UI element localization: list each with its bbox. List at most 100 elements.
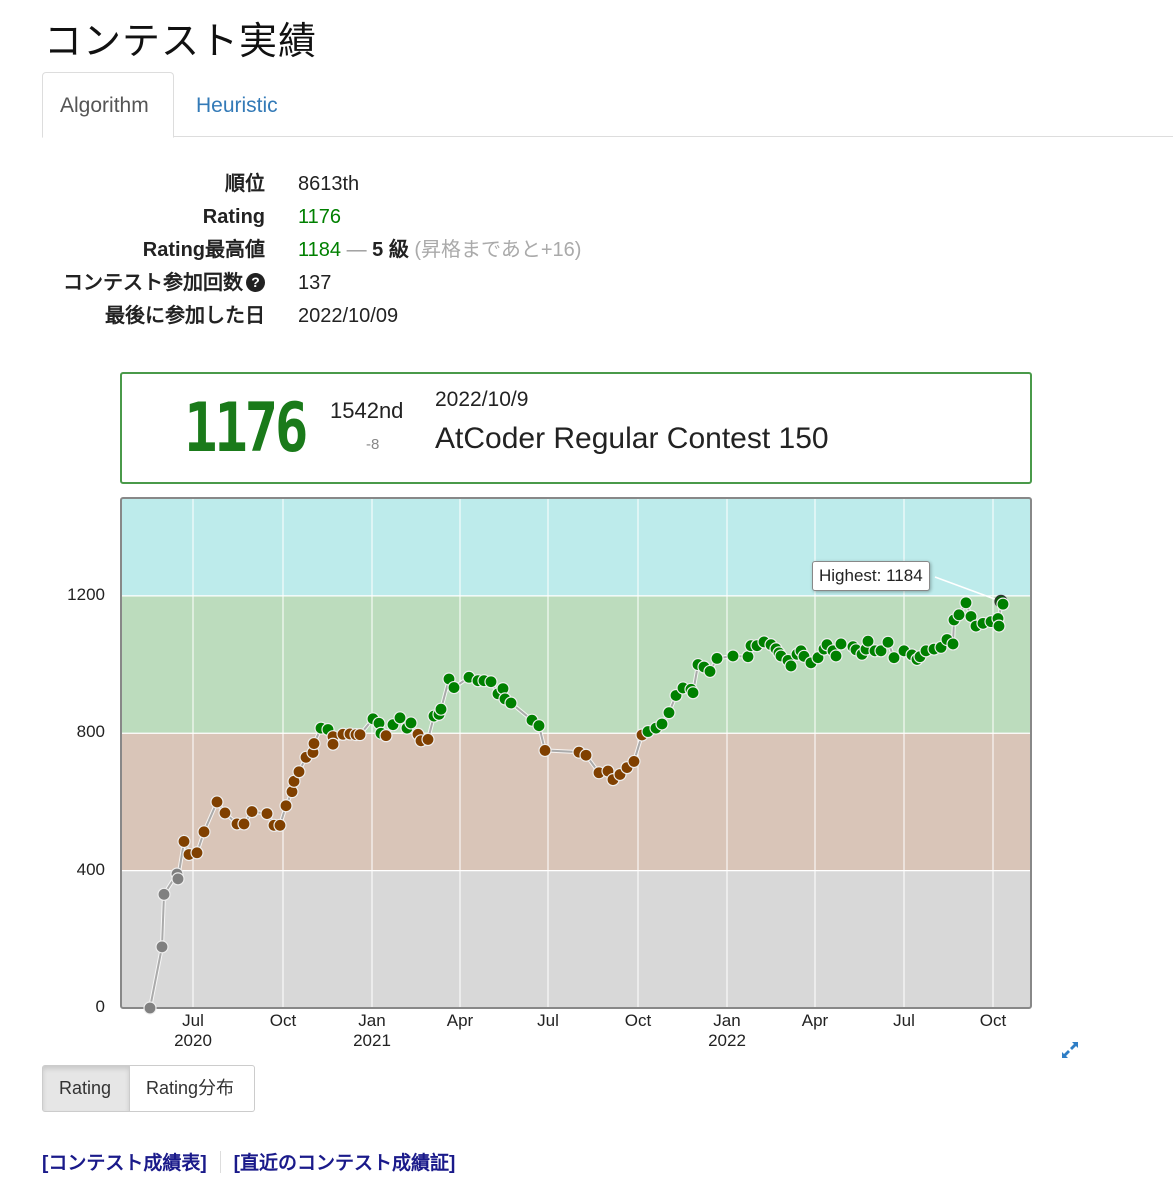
contest-rank: 1542nd	[330, 398, 404, 423]
rating-point[interactable]	[834, 637, 848, 651]
rating-diff: -8	[366, 436, 380, 453]
band-green	[121, 595, 1031, 734]
rating-point[interactable]	[404, 716, 418, 730]
stat-row-contest-count: コンテスト参加回数? 137	[0, 267, 700, 300]
rating-label: Rating	[202, 206, 265, 228]
contest-type-tabs: Algorithm Heuristic	[42, 72, 1173, 138]
rating-value: 1176	[298, 206, 342, 228]
selected-contest-panel: 1176 1542nd -8 2022/10/9 AtCoder Regular…	[120, 372, 1032, 484]
rating-point[interactable]	[874, 644, 888, 658]
rating-chart-button[interactable]: Rating	[42, 1065, 130, 1112]
rating-point[interactable]	[143, 1001, 157, 1015]
rank-label: 順位	[225, 173, 265, 195]
rating-chart[interactable]: 0 400 800 1200 Jul 2020 Oct Jan 2021 Apr Jul Oct Jan…	[0, 490, 1173, 1060]
x-axis-tick: Oct	[979, 1011, 1007, 1030]
rating-point[interactable]	[959, 596, 973, 610]
rating-point[interactable]	[245, 804, 259, 819]
y-axis-tick: 800	[76, 722, 105, 742]
page-title: コンテスト実績	[44, 21, 318, 63]
rating-point[interactable]	[655, 717, 669, 731]
rating-point[interactable]	[881, 635, 895, 649]
rating-point[interactable]	[157, 887, 171, 901]
contest-name: AtCoder Regular Contest 150	[435, 422, 829, 455]
max-rating-label: Rating最高値	[142, 239, 265, 261]
rating-point[interactable]	[710, 651, 724, 665]
y-axis-tick: 400	[76, 859, 105, 879]
rank-value: 8613th	[298, 173, 360, 195]
rating-point[interactable]	[260, 807, 274, 821]
recent-certificate-link[interactable]: [直近のコンテスト成績証]	[233, 1153, 456, 1174]
last-date-label: 最後に参加した日	[105, 305, 265, 327]
expand-arrows-icon[interactable]	[1058, 1038, 1082, 1062]
rating-point[interactable]	[447, 680, 461, 695]
rating-point[interactable]	[861, 634, 875, 648]
rating-point[interactable]	[197, 825, 211, 839]
rating-point[interactable]	[784, 659, 798, 673]
stat-row-rank: 順位 8613th	[0, 168, 700, 201]
rating-point[interactable]	[686, 686, 700, 700]
max-rating-value: 1184	[298, 239, 342, 261]
rating-point[interactable]	[273, 818, 287, 832]
rating-point[interactable]	[292, 765, 306, 779]
max-rating-kyu: 5 級	[372, 239, 409, 261]
chart-mode-toggle: Rating Rating分布	[42, 1065, 255, 1112]
rating-point[interactable]	[279, 799, 293, 813]
rating-point[interactable]	[421, 732, 435, 747]
max-rating-dash: —	[346, 239, 367, 261]
link-divider	[219, 1151, 221, 1173]
band-gray	[121, 870, 1031, 1008]
question-circle-icon[interactable]: ?	[246, 273, 265, 292]
rating-point[interactable]	[393, 711, 407, 725]
tab-algorithm[interactable]: Algorithm	[42, 72, 174, 138]
rating-point[interactable]	[726, 649, 740, 663]
stat-row-max-rating: Rating最高値 1184 — 5 級 (昇格まであと+16)	[0, 234, 700, 267]
rating-point[interactable]	[155, 940, 169, 954]
rating-point[interactable]	[829, 649, 843, 663]
rating-point[interactable]	[307, 736, 321, 751]
contest-count-value: 137	[298, 272, 332, 294]
contest-count-label: コンテスト参加回数?	[5, 267, 265, 300]
rating-point[interactable]	[190, 846, 204, 860]
x-axis-tick: Jul 2020	[174, 1011, 212, 1050]
x-axis-tick: Oct	[624, 1011, 652, 1030]
rating-point[interactable]	[703, 664, 717, 679]
highest-tooltip: Highest: 1184	[812, 561, 930, 591]
rating-point[interactable]	[237, 817, 251, 831]
rating-point[interactable]	[887, 651, 901, 665]
rating-point[interactable]	[504, 696, 518, 710]
rating-point[interactable]	[171, 872, 185, 886]
contest-count-label-text: コンテスト参加回数	[63, 272, 243, 294]
rating-point[interactable]	[210, 795, 224, 809]
contest-results-link[interactable]: [コンテスト成績表]	[42, 1153, 207, 1174]
rating-point[interactable]	[579, 748, 593, 762]
rating-point[interactable]	[484, 675, 498, 689]
rating-point[interactable]	[741, 650, 755, 664]
rating-point[interactable]	[177, 834, 191, 849]
last-date-value: 2022/10/09	[298, 305, 399, 327]
rating-point[interactable]	[218, 806, 232, 820]
stat-row-last-date: 最後に参加した日 2022/10/09	[0, 300, 700, 333]
x-axis-tick: Jul	[537, 1011, 559, 1030]
x-axis-tick: Oct	[269, 1011, 297, 1030]
x-axis-tick: Apr	[446, 1011, 474, 1030]
plot-frame	[120, 497, 1032, 1009]
rating-point[interactable]	[326, 737, 340, 751]
contest-rating: 1176	[184, 389, 308, 468]
rating-point[interactable]	[532, 719, 546, 733]
rating-point[interactable]	[952, 608, 966, 622]
rating-point[interactable]	[992, 619, 1006, 633]
rating-point[interactable]	[662, 706, 676, 720]
rating-point[interactable]	[538, 743, 552, 758]
tab-heuristic[interactable]: Heuristic	[196, 94, 278, 117]
rating-point[interactable]	[946, 637, 960, 651]
rating-point[interactable]	[379, 729, 393, 743]
rating-point[interactable]	[627, 754, 641, 769]
rating-point[interactable]	[353, 728, 367, 742]
stat-row-rating: Rating 1176	[0, 201, 700, 234]
x-axis-tick: Apr	[801, 1011, 829, 1030]
max-rating-group: 1184 — 5 級 (昇格まであと+16)	[298, 234, 581, 267]
footer-links: [コンテスト成績表] [直近のコンテスト成績証]	[42, 1148, 455, 1175]
rating-chart-plot[interactable]	[0, 490, 1173, 1060]
rating-point[interactable]	[434, 702, 448, 716]
rating-distribution-button[interactable]: Rating分布	[130, 1065, 255, 1112]
